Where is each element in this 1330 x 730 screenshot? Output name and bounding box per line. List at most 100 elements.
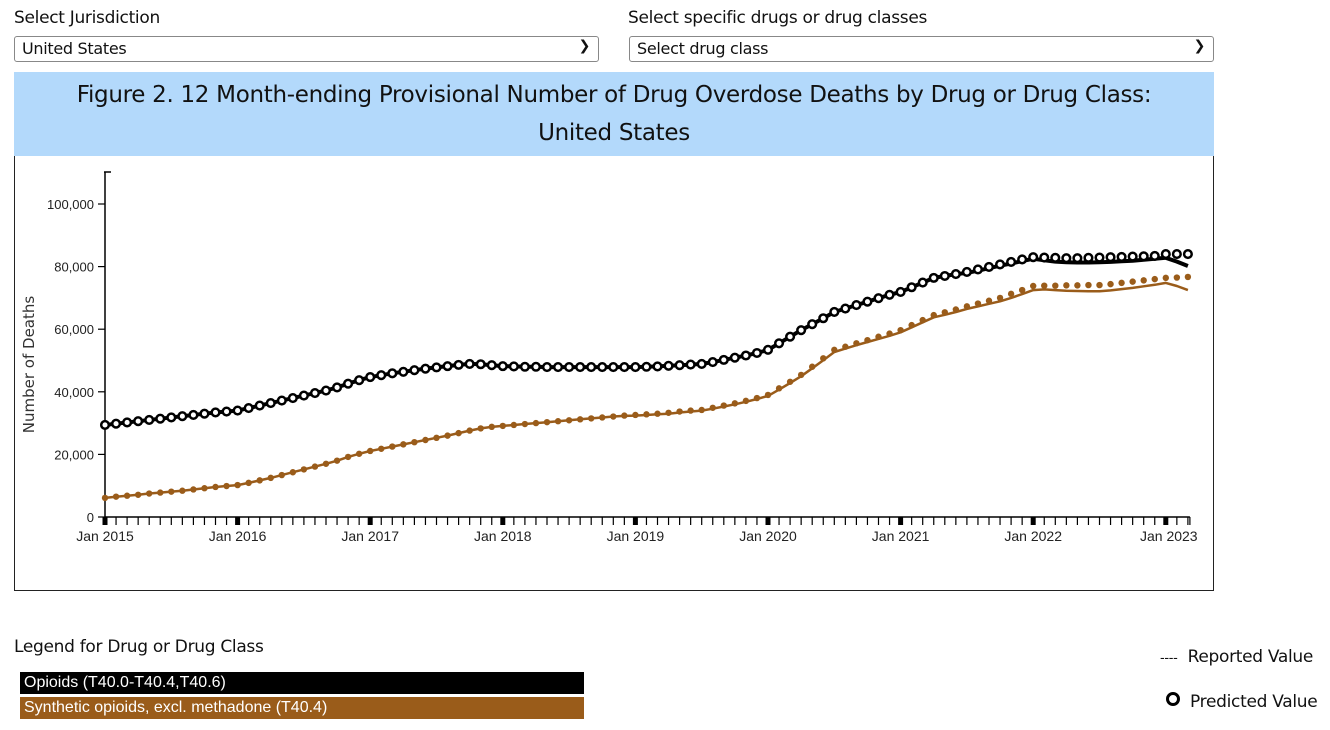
predicted-point [665, 409, 672, 416]
predicted-point [322, 460, 330, 467]
predicted-point [952, 306, 960, 313]
predicted-point [641, 361, 652, 372]
predicted-point [333, 457, 341, 464]
predicted-point [1052, 282, 1059, 289]
predicted-point [475, 359, 486, 370]
predicted-point [1140, 277, 1147, 284]
predicted-point [1085, 281, 1092, 289]
predicted-point [267, 474, 274, 482]
y-tick-label: 100,000 [47, 197, 94, 212]
predicted-point [630, 362, 641, 373]
predicted-point [1116, 251, 1127, 262]
chart-title-line1: Figure 2. 12 Month-ending Provisional Nu… [76, 82, 1152, 108]
predicted-point [654, 410, 661, 417]
predicted-point [320, 385, 332, 396]
predicted-point [919, 316, 926, 324]
predicted-point [453, 359, 464, 370]
predicted-point [729, 352, 740, 363]
predicted-point [355, 450, 363, 457]
predicted-point [895, 286, 906, 298]
predicted-point [543, 418, 551, 426]
predicted-point [1105, 252, 1116, 263]
predicted-point [586, 362, 597, 373]
dashed-line-icon: ---- [1160, 651, 1178, 666]
y-tick-label: 40,000 [54, 385, 94, 400]
predicted-point [422, 436, 429, 444]
predicted-point [510, 421, 518, 429]
predicted-point [751, 347, 763, 359]
predicted-point [775, 385, 783, 392]
predicted-point [332, 382, 343, 393]
predicted-point [444, 432, 451, 439]
predicted-point [343, 378, 354, 389]
predicted-point [983, 261, 995, 272]
predicted-point [1138, 251, 1149, 262]
predicted-point [168, 488, 175, 495]
predicted-point [521, 420, 529, 428]
predicted-point [155, 413, 166, 424]
predicted-point [365, 372, 376, 383]
predicted-point [1063, 282, 1070, 289]
predicted-point [610, 413, 617, 420]
predicted-point [687, 407, 694, 414]
predicted-point [433, 434, 440, 442]
predicted-point [389, 443, 396, 450]
x-tick-label: Jan 2023 [1140, 528, 1198, 544]
predicted-point [221, 406, 232, 417]
predicted-point [785, 331, 796, 342]
predicted-point [256, 477, 263, 484]
predicted-point [1173, 274, 1181, 281]
predicted-point [477, 425, 484, 432]
predicted-point [466, 427, 473, 434]
predicted-point [1041, 282, 1048, 289]
predicted-point [576, 416, 584, 423]
predicted-point [146, 490, 153, 497]
legend-item-opioids[interactable]: Opioids (T40.0-T40.4,T40.6) [20, 672, 584, 694]
predicted-point [508, 361, 519, 372]
predicted-point [1050, 252, 1061, 263]
predicted-point [387, 368, 398, 379]
jurisdiction-value: United States [22, 39, 127, 58]
legend-item-synthetic-opioids[interactable]: Synthetic opioids, excl. methadone (T40.… [20, 697, 584, 719]
predicted-point [818, 313, 829, 324]
predicted-point [720, 402, 727, 409]
predicted-label: Predicted Value [1190, 692, 1318, 712]
predicted-point [698, 406, 705, 414]
predicted-point [774, 338, 785, 349]
predicted-point [873, 293, 884, 304]
predicted-point [101, 494, 109, 502]
predicted-point [166, 412, 177, 423]
predicted-point [1118, 279, 1125, 287]
predicted-point [652, 361, 663, 372]
predicted-point [1028, 252, 1039, 263]
y-tick-label: 60,000 [54, 322, 94, 337]
predicted-point [1171, 249, 1182, 260]
predicted-point [1151, 275, 1158, 283]
predicted-point [643, 411, 650, 418]
x-tick-label: Jan 2019 [607, 528, 665, 544]
chevron-down-icon: ❯ [578, 38, 591, 54]
y-tick-label: 0 [87, 510, 94, 525]
predicted-point [411, 438, 418, 446]
predicted-point [707, 357, 718, 368]
predicted-point [608, 362, 619, 373]
predicted-point [133, 416, 144, 427]
predicted-point [1127, 251, 1138, 262]
predicted-point [619, 362, 630, 373]
predicted-point [486, 360, 497, 371]
predicted-point [875, 333, 882, 340]
predicted-point [554, 418, 562, 425]
predicted-point [112, 493, 120, 500]
open-circle-icon [1166, 692, 1180, 706]
predicted-point [519, 361, 530, 372]
legend-title: Legend for Drug or Drug Class [14, 637, 264, 657]
predicted-point [565, 417, 573, 424]
line-chart: 0 20,000 40,000 60,000 80,000 100,000 Number o… [20, 171, 1198, 544]
drug-class-select[interactable]: Select drug class ❯ [629, 36, 1214, 62]
predicted-point [939, 270, 950, 282]
predicted-point [553, 362, 564, 373]
predicted-point [1061, 253, 1072, 264]
jurisdiction-select[interactable]: United States ❯ [14, 36, 599, 62]
predicted-point [177, 411, 188, 422]
predicted-point [908, 321, 915, 329]
